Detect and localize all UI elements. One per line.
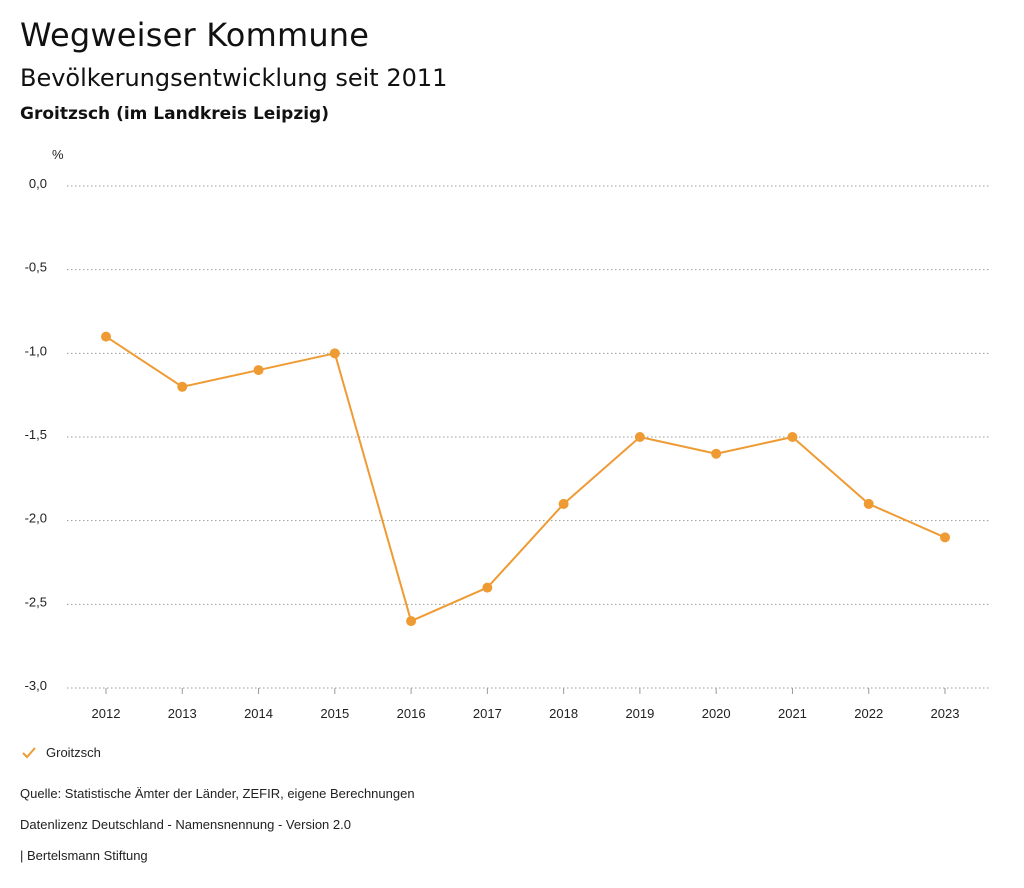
chart-subtitle: Bevölkerungsentwicklung seit 2011 [20, 64, 448, 92]
x-tick-label: 2020 [702, 706, 731, 721]
x-tick-label: 2013 [168, 706, 197, 721]
x-tick-label: 2023 [931, 706, 960, 721]
data-point [253, 365, 264, 376]
y-tick-label: 0,0 [29, 176, 47, 191]
data-point [787, 432, 798, 442]
legend-label: Groitzsch [46, 745, 101, 760]
data-point [329, 348, 340, 359]
x-tick-label: 2022 [854, 706, 883, 721]
data-point [863, 498, 874, 509]
data-point [406, 616, 417, 627]
x-tick-label: 2019 [625, 706, 654, 721]
y-tick-label: -1,0 [25, 343, 47, 358]
data-point [177, 381, 188, 392]
x-tick-label: 2017 [473, 706, 502, 721]
checkmark-icon [22, 746, 36, 758]
region-label: Groitzsch (im Landkreis Leipzig) [20, 104, 329, 124]
data-point [711, 448, 722, 459]
y-axis-unit-label: % [52, 147, 64, 162]
x-tick-label: 2021 [778, 706, 807, 721]
series-line-groitzsch [105, 335, 946, 623]
x-tick-label: 2016 [397, 706, 426, 721]
chart-legend[interactable]: Groitzsch [22, 745, 101, 760]
data-point [558, 498, 569, 509]
source-note: Quelle: Statistische Ämter der Länder, Z… [20, 786, 415, 801]
x-tick-label: 2018 [549, 706, 578, 721]
x-tick-label: 2012 [92, 706, 121, 721]
y-tick-label: -1,5 [25, 427, 47, 442]
license-note: Datenlizenz Deutschland - Namensnennung … [20, 817, 351, 832]
y-tick-label: -2,5 [25, 594, 47, 609]
x-tick-label: 2014 [244, 706, 273, 721]
y-tick-label: -0,5 [25, 260, 47, 275]
y-tick-label: -3,0 [25, 678, 47, 693]
page-title: Wegweiser Kommune [20, 16, 370, 54]
y-tick-label: -2,0 [25, 511, 47, 526]
data-point [940, 532, 950, 543]
data-point [634, 432, 645, 442]
data-point [482, 582, 493, 593]
x-tick-label: 2015 [320, 706, 349, 721]
publisher-note: | Bertelsmann Stiftung [20, 848, 148, 863]
data-point [101, 331, 111, 342]
